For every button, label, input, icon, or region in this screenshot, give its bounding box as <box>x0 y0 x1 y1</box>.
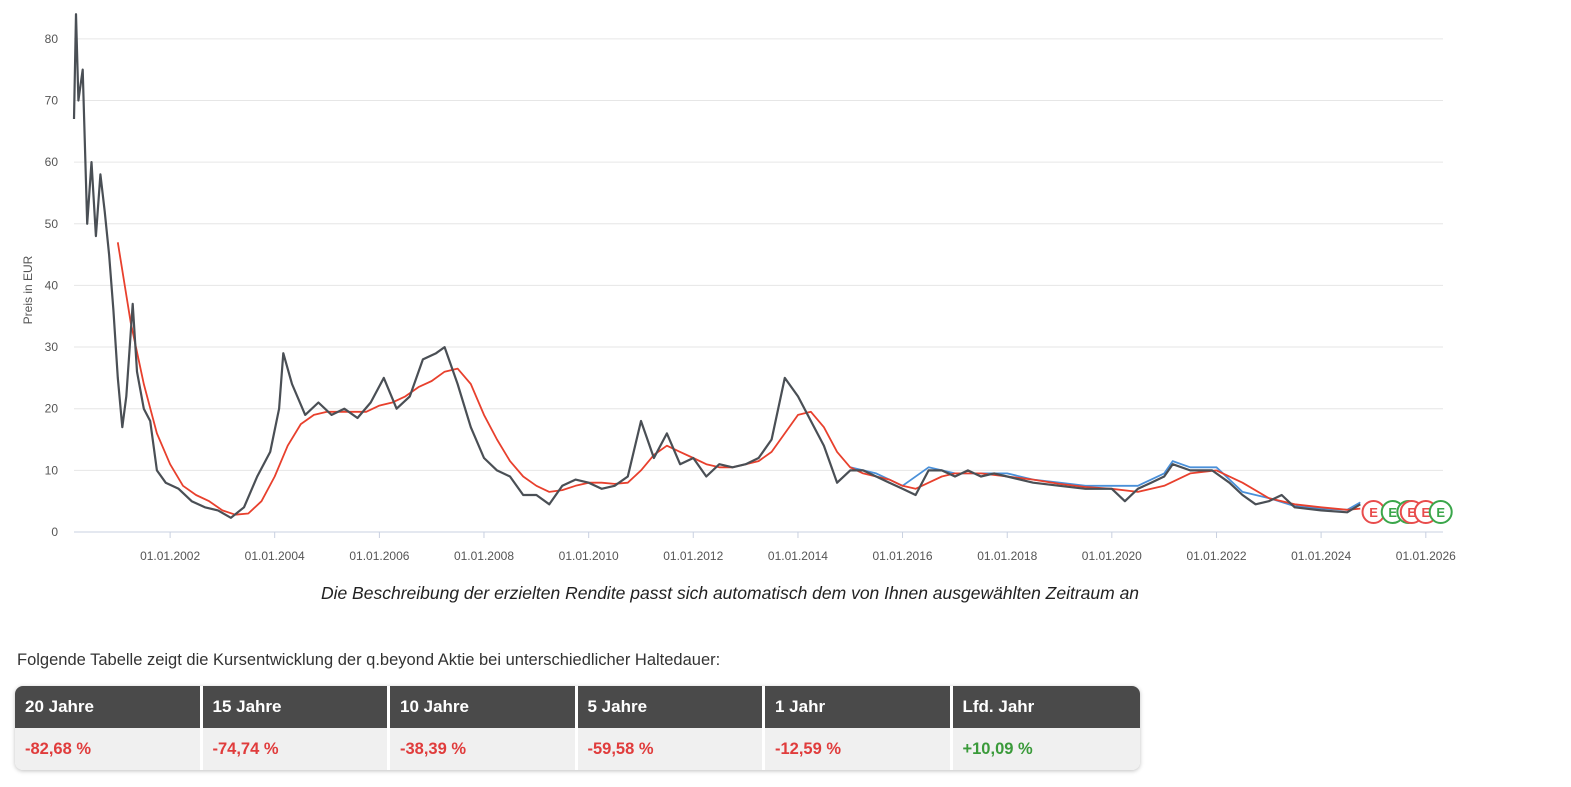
table-row: -82,68 % -74,74 % -38,39 % -59,58 % -12,… <box>15 728 1140 770</box>
x-tick-label: 01.01.2024 <box>1291 549 1351 563</box>
x-tick-label: 01.01.2018 <box>977 549 1037 563</box>
header-10-years: 10 Jahre <box>390 686 578 728</box>
event-marker-label: E <box>1436 505 1445 520</box>
header-1-year: 1 Jahr <box>765 686 953 728</box>
y-tick-label: 80 <box>45 32 59 46</box>
value-5-years: -59,58 % <box>577 728 765 770</box>
event-marker-label: E <box>1407 505 1416 520</box>
x-tick-label: 01.01.2012 <box>663 549 723 563</box>
y-tick-label: 20 <box>45 402 59 416</box>
event-marker <box>1428 500 1453 524</box>
table-intro: Folgende Tabelle zeigt die Kursentwicklu… <box>17 651 721 669</box>
value-1-year: -12,59 % <box>765 728 953 770</box>
x-tick-label: 01.01.2002 <box>140 549 200 563</box>
header-5-years: 5 Jahre <box>577 686 765 728</box>
value-ytd: +10,09 % <box>952 728 1140 770</box>
value-15-years: -74,74 % <box>202 728 390 770</box>
x-tick-label: 01.01.2008 <box>454 549 514 563</box>
performance-table: 20 Jahre 15 Jahre 10 Jahre 5 Jahre 1 Jah… <box>15 686 1140 770</box>
x-tick-label: 01.01.2010 <box>559 549 619 563</box>
chart-caption: Die Beschreibung der erzielten Rendite p… <box>320 583 1140 603</box>
value-10-years: -38,39 % <box>390 728 578 770</box>
y-tick-label: 30 <box>45 340 59 354</box>
event-marker-label: E <box>1421 505 1430 520</box>
price-chart: 0 10 20 30 40 50 60 70 80 01.01.2002 01.01.2004 01.… <box>21 13 1456 563</box>
table-header-row: 20 Jahre 15 Jahre 10 Jahre 5 Jahre 1 Jah… <box>15 686 1140 728</box>
y-tick-label: 60 <box>45 155 59 169</box>
x-tick-label: 01.01.2014 <box>768 549 828 563</box>
value-20-years: -82,68 % <box>15 728 203 770</box>
header-ytd: Lfd. Jahr <box>952 686 1140 728</box>
x-tick-label: 01.01.2022 <box>1186 549 1246 563</box>
y-tick-label: 10 <box>45 463 59 477</box>
header-15-years: 15 Jahre <box>202 686 390 728</box>
x-tick-label: 01.01.2016 <box>873 549 933 563</box>
price-line <box>72 13 1361 519</box>
event-marker-label: E <box>1369 505 1378 520</box>
x-tick-label: 01.01.2006 <box>349 549 409 563</box>
moving-average-line <box>116 242 1361 516</box>
x-tick-label: 01.01.2020 <box>1082 549 1142 563</box>
y-tick-label: 50 <box>45 217 59 231</box>
event-marker-label: E <box>1388 505 1397 520</box>
header-20-years: 20 Jahre <box>15 686 203 728</box>
y-tick-label: 0 <box>51 525 58 539</box>
y-tick-label: 40 <box>45 278 59 292</box>
y-tick-label: 70 <box>45 93 59 107</box>
y-axis-label: Preis in EUR <box>21 255 35 324</box>
x-tick-label: 01.01.2026 <box>1396 549 1456 563</box>
x-tick-label: 01.01.2004 <box>245 549 305 563</box>
